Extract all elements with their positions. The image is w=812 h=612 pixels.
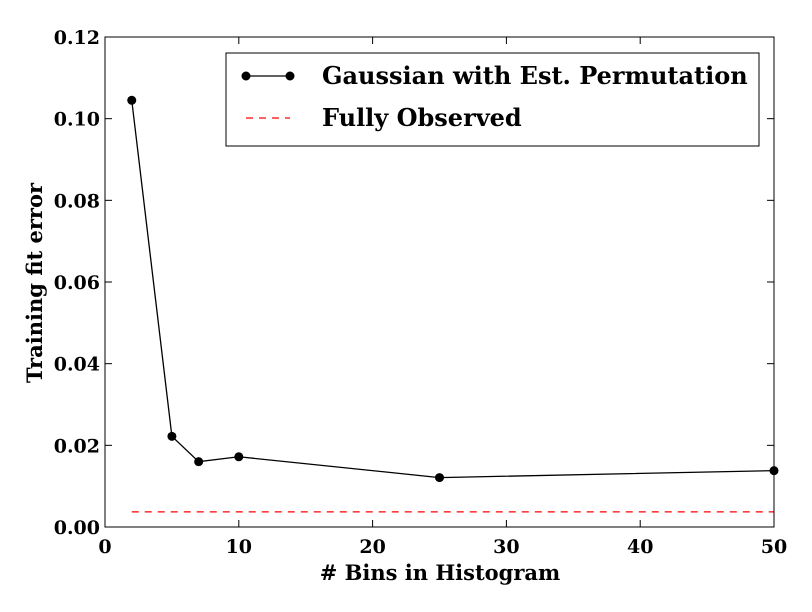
data-point-gaussian <box>234 452 244 462</box>
data-point-gaussian <box>435 473 444 483</box>
data-layer <box>127 95 779 513</box>
legend-label-gaussian: Gaussian with Est. Permutation <box>322 61 748 90</box>
ticks-layer: 0 10 20 30 40 50 0.00 0.02 0.04 0.06 0.08 0.10 0.12 <box>54 27 788 558</box>
x-tick-label: 50 <box>761 536 787 558</box>
y-tick-label: 0.12 <box>54 27 100 49</box>
x-axis-label: # Bins in Histogram <box>320 560 561 585</box>
series-line-gaussian <box>131 100 775 479</box>
x-tick-label: 30 <box>493 536 519 558</box>
legend-marker-gaussian <box>285 71 295 81</box>
data-point-gaussian <box>167 431 177 441</box>
y-tick-label: 0.00 <box>54 517 100 539</box>
legend: Gaussian with Est. Permutation Fully Obs… <box>225 52 760 147</box>
legend-label-fully-observed: Fully Observed <box>322 103 522 132</box>
y-tick-label: 0.04 <box>54 354 100 376</box>
y-tick-label: 0.06 <box>54 272 100 294</box>
x-tick-label: 0 <box>98 536 111 558</box>
legend-marker-gaussian <box>241 71 251 81</box>
data-point-gaussian <box>127 95 137 105</box>
y-tick-label: 0.02 <box>54 435 100 457</box>
y-tick-label: 0.08 <box>54 190 100 212</box>
y-tick-label: 0.10 <box>54 109 100 131</box>
x-tick-label: 20 <box>359 536 385 558</box>
data-point-gaussian <box>194 457 204 467</box>
x-tick-label: 40 <box>627 536 653 558</box>
y-axis-label: Training fit error <box>22 182 47 383</box>
legend-box <box>225 52 760 147</box>
x-tick-label: 10 <box>226 536 252 558</box>
